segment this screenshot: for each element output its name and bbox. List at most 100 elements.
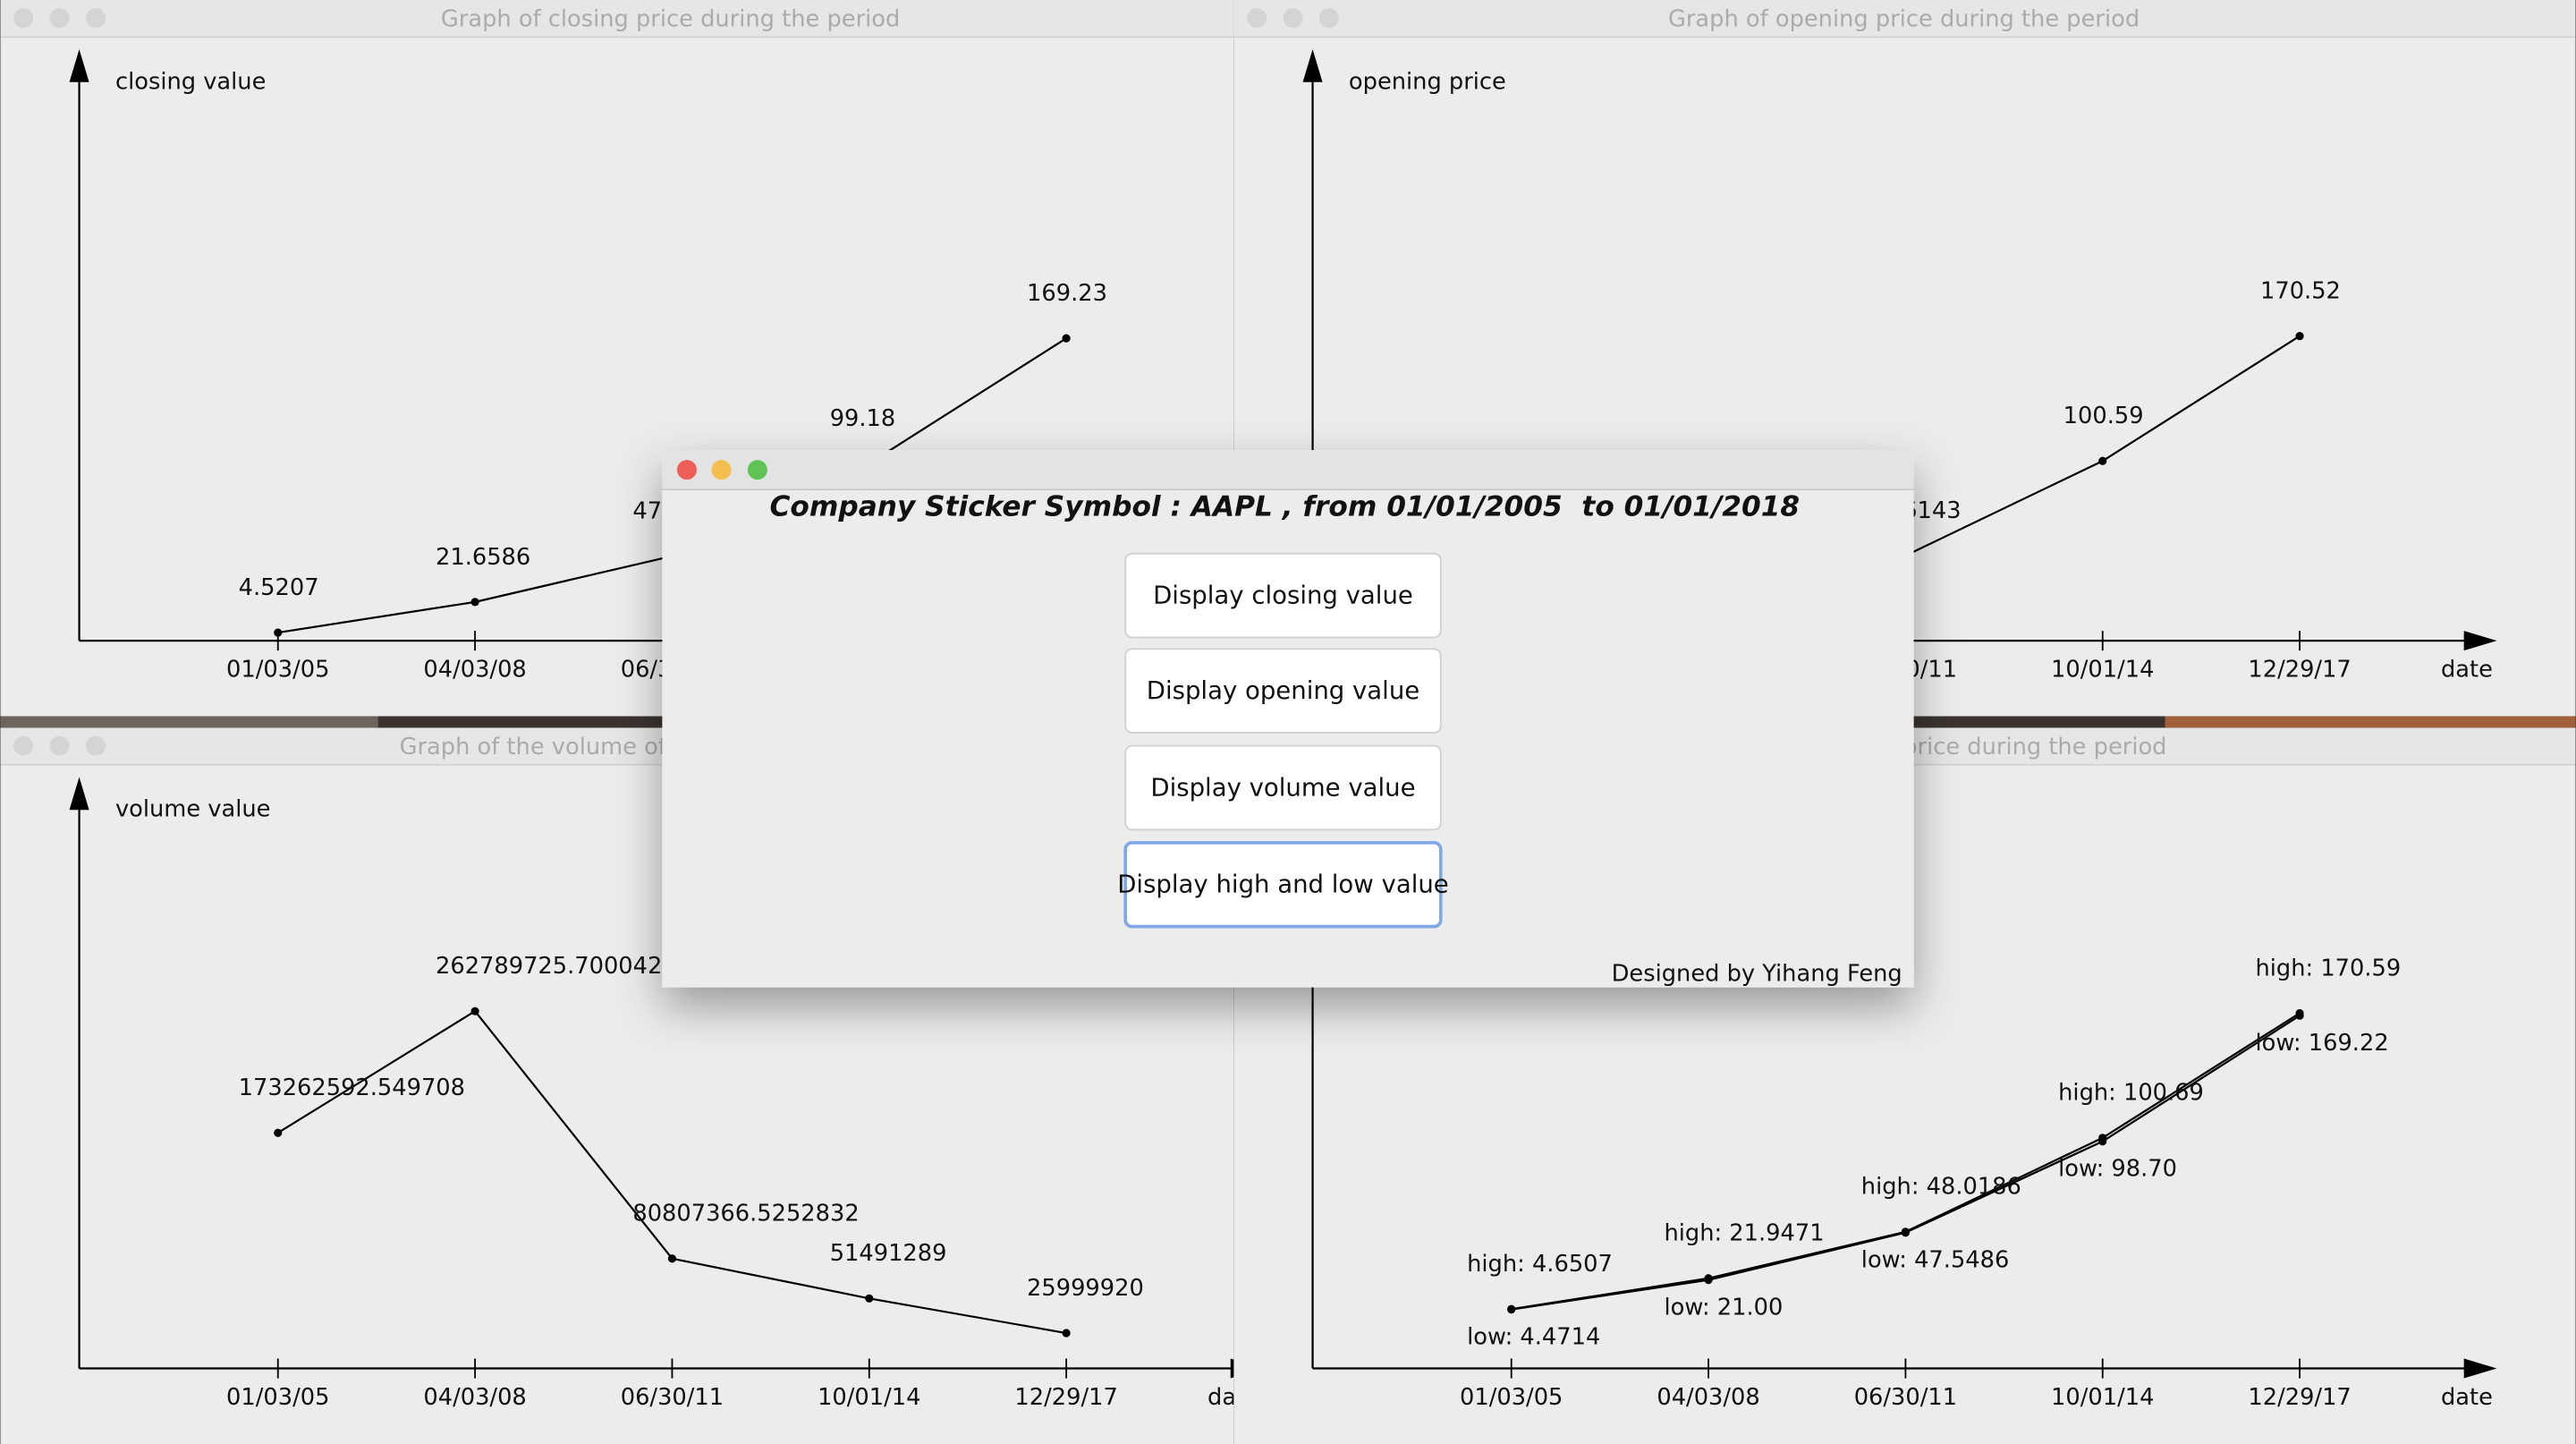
- data-label: 25999920: [1027, 1275, 1144, 1302]
- x-tick-label: 01/03/05: [1460, 1384, 1563, 1411]
- button-label[interactable]: Display opening value: [1147, 676, 1419, 705]
- data-point: [2098, 456, 2107, 465]
- data-label: high: 48.0186: [1861, 1174, 2021, 1201]
- button-label[interactable]: Display volume value: [1150, 773, 1415, 802]
- data-label: 51491289: [830, 1240, 947, 1267]
- window-titlebar: [1233, 0, 2576, 37]
- x-tick-label: 12/29/17: [1014, 1384, 1117, 1411]
- button-list: Display closing value Display opening val…: [1117, 552, 1449, 929]
- y-axis-label: opening price: [1349, 68, 1506, 95]
- data-label: high: 4.6507: [1467, 1251, 1613, 1278]
- x-axis-label: date: [2441, 657, 2493, 684]
- dialog-button[interactable]: Display volume value: [1124, 744, 1442, 831]
- data-point: [865, 1294, 874, 1303]
- x-axis-arrow: [1230, 1358, 1234, 1379]
- window-control[interactable]: [1247, 8, 1267, 29]
- window-titlebar: [0, 0, 1234, 37]
- button-face[interactable]: [1124, 744, 1442, 831]
- data-point: [274, 1128, 283, 1137]
- y-axis-arrow: [1302, 49, 1323, 82]
- window-control[interactable]: [49, 8, 70, 29]
- dialog-footer: Designed by Yihang Feng: [1612, 960, 1902, 987]
- button-label[interactable]: Display closing value: [1153, 582, 1413, 610]
- data-label: high: 100.69: [2058, 1080, 2204, 1107]
- button-face[interactable]: [1124, 552, 1442, 639]
- x-tick-label: 01/03/05: [226, 657, 329, 684]
- data-label: 80807366.5252832: [632, 1201, 859, 1227]
- x-tick-label: 10/01/14: [818, 1384, 920, 1411]
- chart: volume value date 01/03/05 04/03/08 06/30/11…: [69, 777, 1259, 1411]
- x-axis-label: date: [2441, 1384, 2493, 1411]
- y-axis-arrow: [69, 777, 89, 811]
- data-label: 262789725.700042: [436, 953, 662, 980]
- dialog-titlebar: [662, 450, 1914, 490]
- window-title: Graph of closing price during the period: [441, 6, 900, 33]
- data-point: [2098, 1137, 2107, 1146]
- data-point: [470, 598, 479, 607]
- x-tick-label: 04/03/08: [423, 657, 526, 684]
- data-point: [1062, 334, 1071, 343]
- data-label: 173262592.549708: [239, 1075, 465, 1101]
- data-label: low: 47.5486: [1861, 1246, 2010, 1273]
- window-control[interactable]: [13, 735, 34, 756]
- window-control[interactable]: [13, 8, 34, 29]
- data-label: low: 4.4714: [1467, 1323, 1600, 1350]
- data-label: low: 169.22: [2256, 1030, 2389, 1057]
- x-tick-label: 12/29/17: [2248, 1384, 2351, 1411]
- data-point: [1507, 1305, 1516, 1314]
- x-axis-arrow: [2463, 631, 2497, 651]
- data-point: [274, 628, 283, 637]
- dialog-window: Company Sticker Symbol : AAPL , from 01/…: [662, 450, 1914, 988]
- data-label: low: 98.70: [2058, 1155, 2177, 1182]
- window-control[interactable]: [1318, 8, 1339, 29]
- window-control[interactable]: [85, 8, 106, 29]
- data-label: 169.23: [1027, 280, 1107, 307]
- data-point: [1901, 1228, 1910, 1237]
- x-tick-label: 12/29/17: [2248, 657, 2351, 684]
- data-point: [470, 1007, 479, 1015]
- dialog-button[interactable]: Display high and low value: [1117, 841, 1449, 929]
- button-label[interactable]: Display high and low value: [1117, 871, 1449, 899]
- window-control[interactable]: [1283, 8, 1303, 29]
- data-label: high: 170.59: [2256, 955, 2402, 981]
- x-axis-arrow: [2463, 1358, 2497, 1379]
- zoom-button[interactable]: [747, 460, 767, 480]
- minimize-button[interactable]: [711, 460, 732, 480]
- data-label: 99.18: [830, 405, 896, 432]
- data-point: [2295, 1011, 2304, 1020]
- data-label: 21.6586: [436, 544, 530, 571]
- data-point: [1704, 1276, 1713, 1285]
- dialog-button[interactable]: Display closing value: [1124, 552, 1442, 639]
- dialog-heading: Company Sticker Symbol : AAPL , from 01/…: [770, 490, 1801, 522]
- window-control[interactable]: [85, 735, 106, 756]
- y-axis-label: closing value: [115, 68, 266, 95]
- x-tick-label: 01/03/05: [226, 1384, 329, 1411]
- x-tick-label: 10/01/14: [2051, 657, 2154, 684]
- data-point: [2295, 331, 2304, 341]
- desktop-strip: [2165, 716, 2576, 728]
- button-face[interactable]: [1123, 841, 1443, 929]
- x-tick-label: 10/01/14: [2051, 1384, 2154, 1411]
- y-axis-arrow: [69, 49, 89, 82]
- data-label: 100.59: [2063, 403, 2144, 429]
- button-face[interactable]: [1124, 648, 1442, 734]
- x-tick-label: 06/30/11: [621, 1384, 724, 1411]
- data-label: 170.52: [2260, 277, 2341, 304]
- data-label: low: 21.00: [1664, 1294, 1783, 1321]
- x-tick-label: 04/03/08: [1657, 1384, 1759, 1411]
- data-point: [667, 1254, 677, 1263]
- chart: date 01/03/05 04/03/08 06/30/11 10/01/14 12/2…: [1302, 777, 2497, 1411]
- data-label: high: 21.9471: [1664, 1220, 1824, 1247]
- x-axis-label: date: [1208, 1384, 1259, 1411]
- desktop-strip: [0, 716, 378, 728]
- x-tick-label: 06/30/11: [1854, 1384, 1957, 1411]
- x-tick-label: 04/03/08: [423, 1384, 526, 1411]
- dialog-button[interactable]: Display opening value: [1124, 648, 1442, 734]
- close-button[interactable]: [676, 460, 697, 480]
- data-point: [1062, 1329, 1071, 1338]
- window-control[interactable]: [49, 735, 70, 756]
- data-label: 4.5207: [239, 574, 319, 601]
- y-axis-label: volume value: [115, 796, 270, 823]
